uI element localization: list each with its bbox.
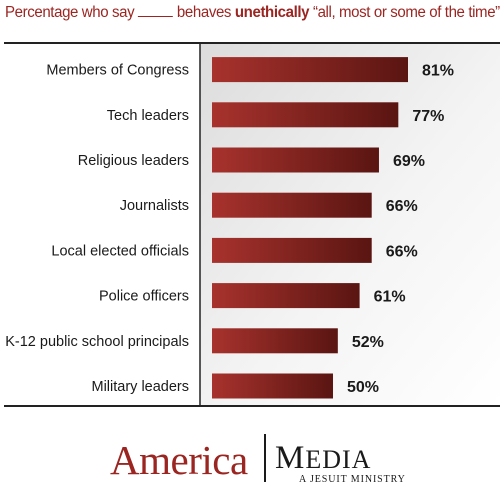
value-label: 77%	[412, 108, 444, 125]
logo-media-initial: M	[275, 440, 306, 476]
bar	[212, 192, 372, 218]
value-label: 52%	[352, 334, 384, 351]
category-label: Members of Congress	[46, 63, 189, 79]
category-label: Military leaders	[92, 379, 190, 395]
logo-tagline: A JESUIT MINISTRY	[299, 474, 406, 485]
category-label: Police officers	[99, 289, 189, 305]
logo-divider	[264, 434, 266, 482]
bar	[212, 373, 333, 399]
value-label: 50%	[347, 379, 379, 396]
category-label: Tech leaders	[107, 108, 189, 124]
value-label: 66%	[386, 243, 418, 260]
chart-title: Percentage who say behaves unethically “a…	[5, 4, 500, 22]
value-label: 61%	[374, 289, 406, 306]
logo-america: America	[110, 437, 248, 483]
category-label: K-12 public school principals	[5, 334, 189, 350]
title-prefix: Percentage who say	[5, 4, 135, 21]
title-suffix: “all, most or some of the time”?	[312, 4, 500, 21]
bar	[212, 328, 338, 354]
america-media-logo: America MEDIA A JESUIT MINISTRY	[0, 430, 500, 490]
value-label: 69%	[393, 153, 425, 170]
logo-media: MEDIA	[275, 440, 371, 477]
category-label: Religious leaders	[78, 153, 189, 169]
category-label: Journalists	[120, 198, 189, 214]
value-label: 66%	[386, 198, 418, 215]
bar	[212, 237, 372, 263]
bar	[212, 102, 399, 128]
value-label: 81%	[422, 63, 454, 80]
bar-chart: Members of Congress 81% Tech leaders 77% Rel…	[4, 42, 500, 407]
title-blank	[138, 4, 174, 17]
bar	[212, 283, 360, 309]
bar	[212, 57, 408, 83]
logo-media-rest: EDIA	[305, 445, 372, 474]
category-label: Local elected officials	[51, 243, 189, 259]
title-middle: behaves	[176, 4, 232, 21]
bar	[212, 147, 379, 173]
title-emphasis: unethically	[234, 4, 310, 21]
